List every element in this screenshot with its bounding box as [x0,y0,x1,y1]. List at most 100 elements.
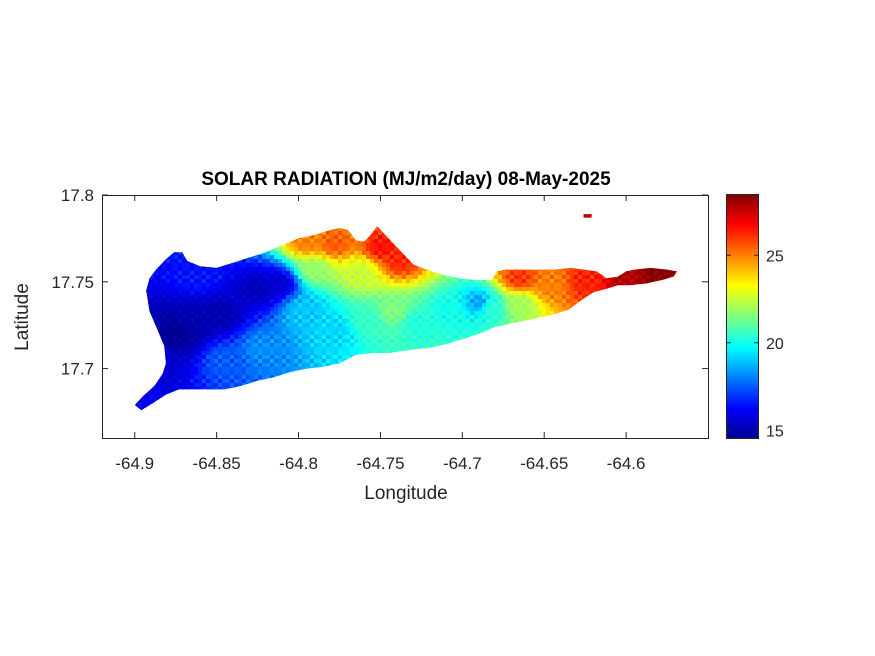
heatmap-cell [298,219,303,224]
heatmap-cell [434,335,439,340]
heatmap-cell [270,287,275,292]
heatmap-cell [174,275,179,280]
heatmap-cell [318,214,323,216]
heatmap-cell [598,231,603,236]
heatmap-cell [314,251,319,256]
heatmap-cell [598,339,603,344]
heatmap-cell [138,267,143,272]
heatmap-cell [610,215,615,220]
heatmap-cell [398,287,403,292]
heatmap-cell [586,275,591,280]
heatmap-cell [262,319,267,324]
heatmap-cell [654,267,659,272]
heatmap-cell [322,307,327,312]
heatmap-cell [126,291,131,296]
heatmap-cell [526,331,531,336]
heatmap-cell [230,251,235,256]
heatmap-cell [658,275,663,280]
heatmap-cell [350,247,355,252]
heatmap-cell [470,311,475,316]
heatmap-cell [618,327,623,332]
heatmap-cell [522,331,527,336]
heatmap-cell [218,271,223,276]
heatmap-cell [626,319,631,324]
heatmap-cell [494,295,499,300]
heatmap-cell [202,267,207,272]
heatmap-cell [114,307,119,312]
heatmap-cell [382,219,387,224]
heatmap-cell [590,295,595,300]
heatmap-cell [150,271,155,276]
heatmap-cell [530,227,535,232]
heatmap-cell [226,303,231,308]
heatmap-cell [178,231,183,236]
heatmap-cell [438,259,443,264]
heatmap-cell [246,311,251,316]
heatmap-cell [550,223,555,228]
heatmap-cell [662,331,667,336]
heatmap-cell [154,271,159,276]
heatmap-cell [318,219,323,224]
heatmap-cell [358,243,363,248]
heatmap-cell [654,331,659,336]
heatmap-cell [206,231,211,236]
heatmap-cell [338,227,343,232]
heatmap-cell [478,307,483,312]
heatmap-cell [566,267,571,272]
heatmap-cell [590,323,595,328]
heatmap-cell [110,307,115,312]
heatmap-cell [258,291,263,296]
heatmap-cell [394,311,399,316]
heatmap-cell [450,331,455,336]
heatmap-cell [178,214,183,216]
heatmap-cell [238,303,243,308]
heatmap-cell [246,283,251,288]
heatmap-cell [298,239,303,244]
heatmap-cell [398,259,403,264]
heatmap-cell [634,231,639,236]
heatmap-cell [598,315,603,320]
heatmap-cell [490,307,495,312]
heatmap-cell [534,283,539,288]
heatmap-cell [614,295,619,300]
heatmap-cell [174,271,179,276]
heatmap-cell [682,275,687,280]
heatmap-cell [130,311,135,316]
heatmap-cell [214,287,219,292]
heatmap-cell [246,323,251,328]
heatmap-cell [402,223,407,228]
heatmap-cell [562,295,567,300]
heatmap-cell [406,267,411,272]
heatmap-cell [270,291,275,296]
heatmap-cell [342,235,347,240]
heatmap-cell [522,223,527,228]
heatmap-cell [134,335,139,340]
heatmap-cell [678,263,683,268]
heatmap-cell [558,339,563,344]
heatmap-cell [330,279,335,284]
heatmap-cell [158,283,163,288]
heatmap-cell [326,267,331,272]
heatmap-cell [622,291,627,296]
heatmap-cell [222,339,227,344]
heatmap-cell [458,247,463,252]
heatmap-cell [122,247,127,252]
heatmap-cell [162,259,167,264]
heatmap-cell [402,263,407,268]
heatmap-cell [238,299,243,304]
heatmap-cell [182,319,187,324]
heatmap-cell [526,255,531,260]
heatmap-cell [666,327,671,332]
heatmap-cell [318,231,323,236]
heatmap-cell [134,275,139,280]
heatmap-cell [290,335,295,340]
heatmap-cell [518,299,523,304]
heatmap-cell [142,263,147,268]
heatmap-cell [278,239,283,244]
heatmap-cell [306,311,311,316]
heatmap-cell [186,339,191,344]
heatmap-cell [602,267,607,272]
heatmap-cell [330,219,335,224]
heatmap-cell [502,235,507,240]
heatmap-cell [502,295,507,300]
